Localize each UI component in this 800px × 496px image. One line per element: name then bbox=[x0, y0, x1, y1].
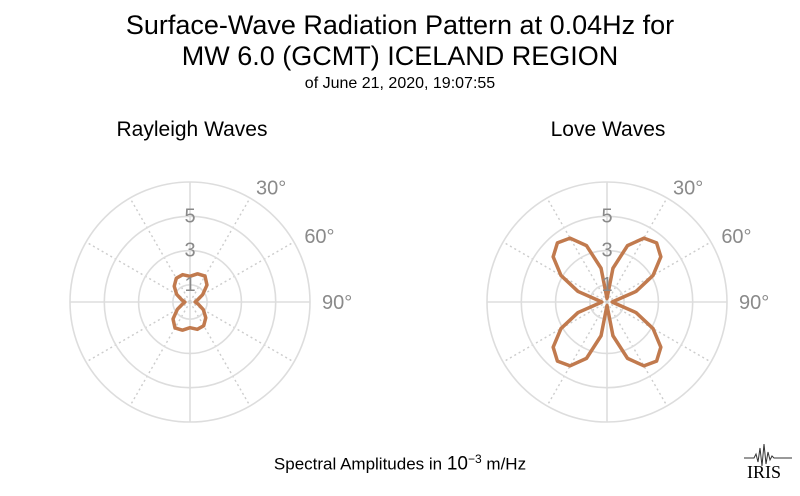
angle-tick-label: 90° bbox=[739, 292, 769, 314]
radial-tick-label: 5 bbox=[184, 205, 195, 227]
angle-tick-label: 60° bbox=[721, 226, 751, 248]
radial-tick-label: 5 bbox=[601, 205, 612, 227]
grid-spoke-210 bbox=[129, 301, 191, 407]
radiation-pattern-line bbox=[171, 272, 209, 332]
grid-spoke-210 bbox=[546, 301, 608, 407]
grid-ring-1 bbox=[172, 284, 208, 320]
angle-tick-label: 60° bbox=[304, 226, 334, 248]
grid-spoke-60 bbox=[606, 241, 712, 303]
angle-tick-label: 30° bbox=[673, 178, 703, 200]
grid-spoke-300 bbox=[85, 241, 191, 303]
radial-tick-label: 1 bbox=[601, 274, 612, 296]
amplitude-units-label: Spectral Amplitudes in 10−3 m/Hz bbox=[0, 452, 800, 476]
chart-title-line1: Surface-Wave Radiation Pattern at 0.04Hz… bbox=[125, 10, 675, 40]
grid-ring-7 bbox=[69, 181, 311, 423]
grid-ring-1 bbox=[589, 284, 625, 320]
grid-spoke-120 bbox=[189, 301, 295, 363]
grid-spoke-60 bbox=[189, 241, 295, 303]
grid-ring-3 bbox=[554, 249, 660, 355]
chart-title-line2: MW 6.0 (GCMT) ICELAND REGION bbox=[181, 41, 619, 71]
grid-spoke-330 bbox=[546, 197, 608, 303]
angle-tick-label: 30° bbox=[256, 178, 286, 200]
grid-ring-5 bbox=[520, 215, 694, 389]
grid-ring-7 bbox=[486, 181, 728, 423]
radial-tick-label: 1 bbox=[184, 274, 195, 296]
grid-ring-5 bbox=[103, 215, 277, 389]
grid-spoke-150 bbox=[606, 301, 668, 407]
iris-logo-icon bbox=[744, 443, 792, 467]
grid-spoke-240 bbox=[85, 301, 191, 363]
rayleigh-polar-plot: 1 3 5 30° 60° 90° bbox=[69, 178, 352, 423]
grid-ring-3 bbox=[137, 249, 243, 355]
radial-tick-label: 3 bbox=[184, 240, 195, 262]
grid-spoke-120 bbox=[606, 301, 712, 363]
rayleigh-plot-title: Rayleigh Waves bbox=[116, 118, 268, 141]
amplitude-units-prefix: Spectral Amplitudes in bbox=[273, 454, 447, 474]
chart-subtitle: of June 21, 2020, 19:07:55 bbox=[304, 75, 496, 92]
radial-tick-label: 3 bbox=[601, 240, 612, 262]
love-plot-title: Love Waves bbox=[550, 118, 666, 141]
grid-spoke-30 bbox=[606, 197, 668, 303]
grid-spoke-300 bbox=[502, 241, 608, 303]
radiation-pattern-line bbox=[551, 236, 663, 368]
grid-spoke-330 bbox=[129, 197, 191, 303]
grid-spoke-150 bbox=[189, 301, 251, 407]
grid-spoke-30 bbox=[189, 197, 251, 303]
love-polar-plot: 1 3 5 30° 60° 90° bbox=[486, 178, 769, 423]
amplitude-units-base: 10 bbox=[446, 453, 468, 475]
amplitude-units-unit: m/Hz bbox=[486, 454, 527, 474]
iris-logo-text: IRIS bbox=[747, 462, 782, 482]
angle-tick-label: 90° bbox=[322, 292, 352, 314]
grid-spoke-240 bbox=[502, 301, 608, 363]
amplitude-units-exponent: −3 bbox=[467, 452, 482, 466]
